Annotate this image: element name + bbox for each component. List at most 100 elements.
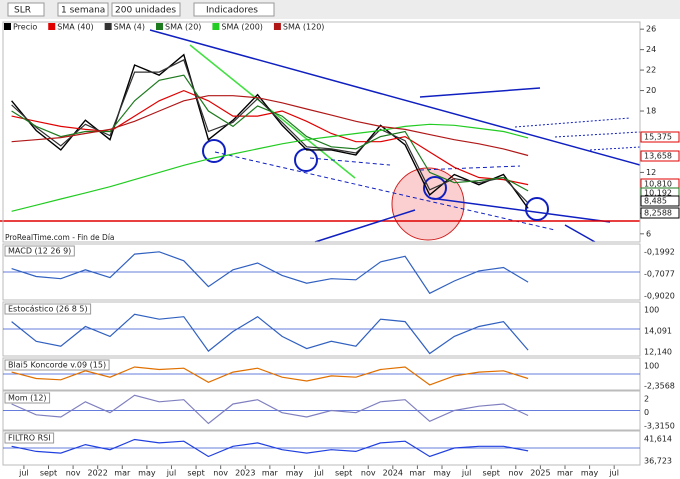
axis-label: -3,3150: [644, 422, 675, 431]
price-label-box: [640, 150, 680, 162]
panel-frame: [2, 21, 641, 243]
series-line: [11, 95, 529, 157]
series-line: [11, 366, 529, 386]
panel-title-box: [4, 245, 75, 257]
x-tick-label: may: [286, 469, 304, 478]
period: 1 semana: [61, 6, 105, 16]
y-tick-label: 24: [646, 45, 656, 54]
marker-circle: [423, 176, 447, 200]
panel-title-box: [4, 359, 110, 371]
x-tick-label: sept: [483, 469, 500, 478]
axis-label: 0: [644, 408, 649, 417]
x-tick-label: may: [138, 469, 156, 478]
arrow: [314, 209, 416, 243]
series-line: [11, 251, 529, 295]
x-tick-label: mar: [557, 469, 574, 478]
price-label-box: [640, 207, 680, 219]
y-tick-label: 18: [646, 107, 656, 116]
legend-label: Precio: [13, 23, 37, 32]
panel-title: Blai5 Koncorde v.09 (15): [8, 361, 106, 370]
y-tick-label: 22: [646, 66, 656, 75]
x-tick-label: jul: [608, 469, 619, 478]
x-tick-label: sept: [187, 469, 204, 478]
x-tick-label: mar: [114, 469, 131, 478]
panel-title: FILTRO RSI: [8, 434, 51, 443]
trendline: [149, 29, 641, 166]
annotations: [0, 29, 641, 243]
y-tick-label: 26: [646, 25, 656, 34]
symbol: SLR: [14, 6, 31, 16]
arrow: [419, 87, 541, 98]
symbol-box[interactable]: [7, 2, 45, 17]
indicators: Indicadores: [206, 6, 258, 16]
price-label-box: [640, 195, 680, 207]
x-tick-label: 2024: [383, 469, 403, 478]
axis-label: 100: [644, 362, 659, 371]
x-tick-label: jul: [166, 469, 177, 478]
legend-label: SMA (20): [165, 23, 201, 32]
legend-label: SMA (120): [283, 23, 325, 32]
axis-label: 14,091: [644, 327, 672, 336]
x-tick-label: 2022: [88, 469, 108, 478]
arrow: [564, 224, 596, 243]
legend-swatch: [104, 23, 112, 30]
y-tick-label: 6: [646, 229, 651, 238]
legend-swatch: [273, 23, 281, 30]
series-line: [11, 394, 529, 425]
x-tick-label: nov: [361, 469, 376, 478]
series-line: [11, 123, 529, 212]
x-tick-label: jul: [18, 469, 29, 478]
axis-label: 2: [644, 395, 649, 404]
trendline: [429, 197, 611, 223]
x-tick-label: mar: [262, 469, 279, 478]
x-tick-label: jul: [313, 469, 324, 478]
x-tick-label: jul: [461, 469, 472, 478]
panel-title-box: [4, 303, 92, 315]
axis-label: 36,723: [644, 457, 672, 466]
price-label-box: [640, 131, 680, 143]
x-tick-label: sept: [40, 469, 57, 478]
marker-circle: [525, 197, 549, 221]
panel-title: Estocástico (26 8 5): [8, 305, 88, 314]
indicators-box[interactable]: [193, 2, 275, 17]
x-tick-label: may: [581, 469, 599, 478]
x-tick-label: nov: [508, 469, 523, 478]
x-tick-label: may: [433, 469, 451, 478]
axis-label: -0,9020: [644, 292, 675, 301]
x-tick-label: 2023: [235, 469, 255, 478]
axis-label: -0,7077: [644, 270, 675, 279]
arrow: [514, 117, 631, 128]
marker-circle: [202, 139, 226, 163]
series-line: [11, 438, 529, 458]
legend-swatch: [4, 23, 11, 30]
x-tick-label: 2025: [530, 469, 550, 478]
trendline: [419, 165, 521, 171]
source: ProRealTime.com - Fin de Día: [5, 233, 115, 242]
y-tick-label: 20: [646, 86, 656, 95]
legend-swatch: [48, 23, 56, 30]
period-box[interactable]: [57, 2, 109, 17]
units-box[interactable]: [111, 2, 181, 17]
price-label: 13,658: [644, 152, 672, 161]
panel-title: Mom (12): [8, 394, 47, 403]
units: 200 unidades: [115, 6, 176, 16]
legend-swatch: [212, 23, 220, 30]
panel-title-box: [4, 432, 55, 444]
legend-label: SMA (40): [57, 23, 93, 32]
x-tick-label: nov: [66, 469, 81, 478]
axis-label: 12,140: [644, 348, 672, 357]
axis-label: -0,1992: [644, 248, 675, 257]
price-label: 15,375: [644, 133, 672, 142]
trendline: [214, 151, 556, 231]
price-label: 10,810: [644, 180, 672, 189]
series-line: [11, 313, 529, 355]
price-label: 10,192: [644, 189, 672, 198]
price-label: 8,2588: [644, 209, 672, 218]
axis-label: -2,3568: [644, 382, 675, 391]
x-tick-label: mar: [409, 469, 426, 478]
axis-label: 41,614: [644, 435, 672, 444]
arrow: [589, 146, 641, 151]
x-tick-label: nov: [213, 469, 228, 478]
legend-label: SMA (200): [221, 23, 263, 32]
